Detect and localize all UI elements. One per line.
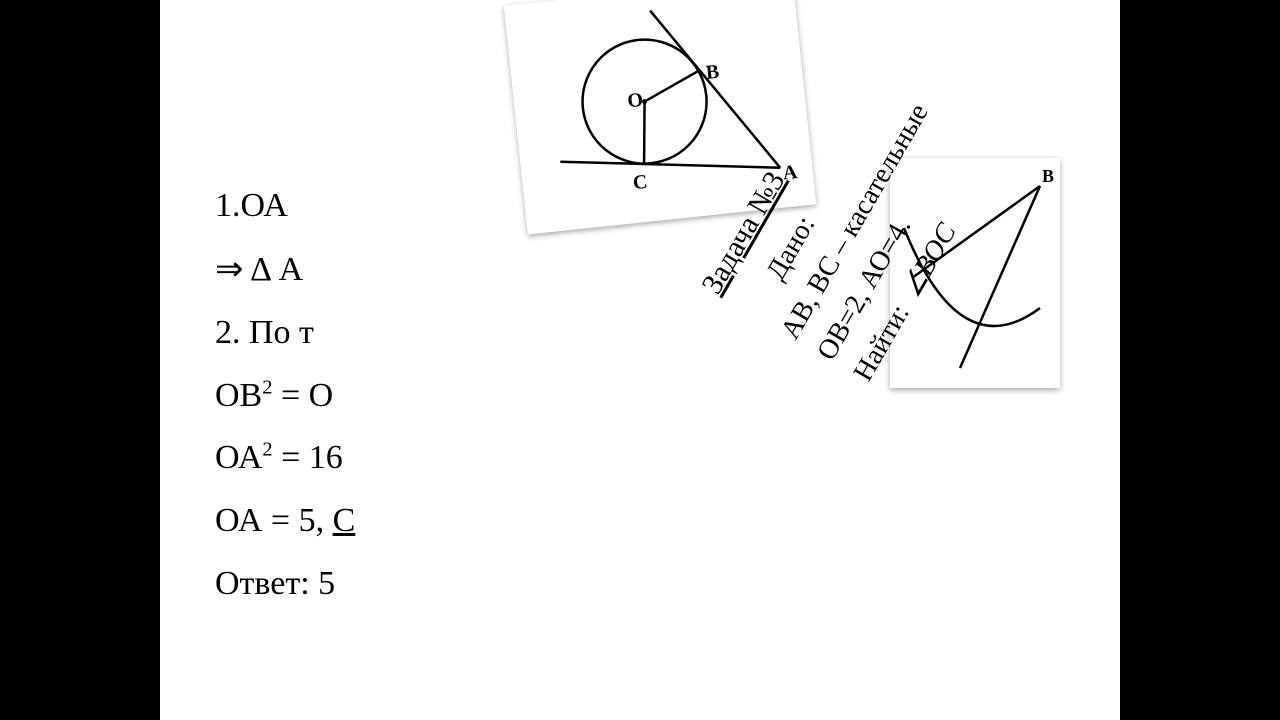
figure1-label-b: В: [705, 61, 721, 84]
solution-text: 1.ОА ⇒ Δ А 2. По т ОВ2 = О ОА2 = 16 ОА =…: [215, 175, 355, 616]
solution-line-1: 1.ОА: [215, 175, 355, 239]
figure1-tangent-ab: [650, 0, 780, 180]
solution-line-6: ОА = 5, С: [215, 490, 355, 553]
figure1-label-c: С: [632, 171, 649, 194]
solution-line-7: Ответ: 5: [215, 553, 355, 616]
figure2-label-b: В: [1042, 166, 1054, 186]
figure1-label-o: O: [626, 89, 644, 113]
paper-area: 1.ОА ⇒ Δ А 2. По т ОВ2 = О ОА2 = 16 ОА =…: [160, 0, 1120, 720]
solution-line-4: ОВ2 = О: [215, 365, 355, 428]
solution-line-5: ОА2 = 16: [215, 427, 355, 490]
solution-line-3: 2. По т: [215, 302, 355, 365]
figure1-radius-ob: [642, 71, 701, 102]
solution-line-2: ⇒ Δ А: [215, 239, 355, 302]
